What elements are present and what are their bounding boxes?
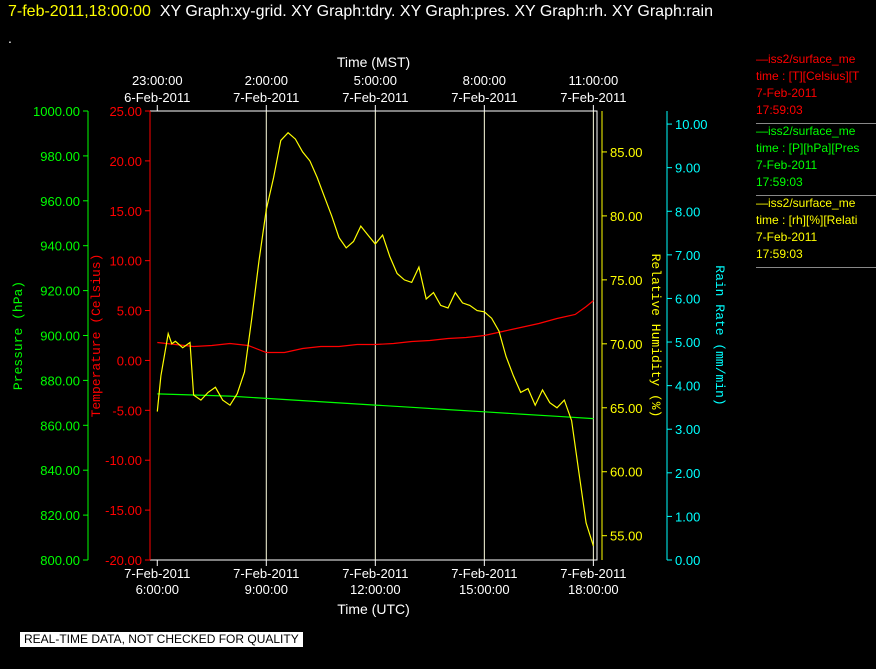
graph-title-bar: 7-feb-2011,18:00:00 XY Graph:xy-grid. XY…: [8, 3, 713, 21]
legend-field: time : [P][hPa][Pres: [756, 141, 860, 155]
legend-line: —iss2/surface_me: [756, 196, 856, 210]
pressure-tick-label: 960.00: [40, 194, 80, 209]
rain-tick-label: 4.00: [675, 379, 700, 394]
x-top-tick-label-date: 7-Feb-2011: [233, 90, 299, 105]
x-tick-label-date: 7-Feb-2011: [560, 566, 626, 581]
legend-entry-rh: —iss2/surface_me time : [rh][%][Relati 7…: [756, 195, 876, 268]
quality-notice: REAL-TIME DATA, NOT CHECKED FOR QUALITY: [20, 632, 303, 647]
legend-date: 7-Feb-2011: [756, 158, 818, 172]
x-tick-label-date: 7-Feb-2011: [124, 566, 190, 581]
legend-date: 7-Feb-2011: [756, 230, 818, 244]
temperature-tick-label: -5.00: [112, 403, 142, 418]
plot-frame: [149, 110, 598, 561]
graph-list: XY Graph:xy-grid. XY Graph:tdry. XY Grap…: [159, 3, 713, 20]
legend-line: —iss2/surface_me: [756, 52, 856, 66]
rain-tick-label: 7.00: [675, 248, 700, 263]
legend-time: 17:59:03: [756, 175, 803, 189]
pressure-tick-label: 840.00: [40, 463, 80, 478]
legend-time: 17:59:03: [756, 103, 803, 117]
x-tick-label-date: 7-Feb-2011: [233, 566, 299, 581]
legend-entry-pressure: —iss2/surface_me time : [P][hPa][Pres 7-…: [756, 123, 876, 196]
temperature-tick-label: 10.00: [109, 254, 142, 269]
series-line-rh: [156, 131, 594, 547]
legend-line: —iss2/surface_me: [756, 124, 856, 138]
temperature-tick-label: 15.00: [109, 204, 142, 219]
rain-tick-label: 3.00: [675, 422, 700, 437]
rain-tick-label: 8.00: [675, 204, 700, 219]
pressure-tick-label: 980.00: [40, 149, 80, 164]
x-axis-label-utc: Time (UTC): [337, 601, 410, 617]
temperature-tick-label: 5.00: [117, 304, 142, 319]
temperature-tick-label: -20.00: [105, 553, 142, 568]
x-top-tick-label-time: 11:00:00: [569, 73, 619, 88]
rh-tick-label: 65.00: [610, 401, 643, 416]
x-top-tick-label-date: 7-Feb-2011: [560, 90, 626, 105]
x-top-tick-label-date: 7-Feb-2011: [342, 90, 408, 105]
series-line-temperature: [157, 300, 594, 354]
x-top-tick-label-time: 5:00:00: [354, 73, 397, 88]
temperature-tick-label: 25.00: [109, 104, 142, 119]
x-tick-label-time: 12:00:00: [350, 582, 401, 597]
temperature-tick-label: 20.00: [109, 154, 142, 169]
temperature-tick-label: 0.00: [117, 353, 142, 368]
x-tick-label-time: 18:00:00: [568, 582, 619, 597]
rh-tick-label: 80.00: [610, 209, 643, 224]
legend-time: 17:59:03: [756, 247, 803, 261]
rain-tick-label: 1.00: [675, 509, 700, 524]
pressure-tick-label: 860.00: [40, 418, 80, 433]
temperature-tick-label: -15.00: [105, 503, 142, 518]
pressure-tick-label: 940.00: [40, 239, 80, 254]
pressure-tick-label: 800.00: [40, 553, 80, 568]
rain-tick-label: 0.00: [675, 553, 700, 568]
rain-tick-label: 10.00: [675, 117, 708, 132]
timestamp: 7-feb-2011,18:00:00: [8, 3, 151, 20]
rh-tick-label: 60.00: [610, 465, 643, 480]
x-tick-label-time: 6:00:00: [136, 582, 179, 597]
rh-tick-label: 70.00: [610, 337, 643, 352]
temperature-tick-label: -10.00: [105, 453, 142, 468]
pressure-tick-label: 1000.00: [33, 104, 80, 119]
rain-tick-label: 2.00: [675, 466, 700, 481]
pressure-tick-label: 880.00: [40, 373, 80, 388]
header-second-line: .: [8, 30, 12, 46]
series-line-pressure: [157, 393, 594, 420]
pressure-tick-label: 900.00: [40, 329, 80, 344]
x-top-tick-label-date: 6-Feb-2011: [124, 90, 190, 105]
rain-axis-label: Rain Rate (mm/min): [712, 265, 727, 405]
x-top-tick-label-time: 2:00:00: [245, 73, 288, 88]
legend-field: time : [T][Celsius][T: [756, 69, 860, 83]
x-tick-label-time: 15:00:00: [459, 582, 510, 597]
x-tick-label-time: 9:00:00: [245, 582, 288, 597]
x-top-tick-label-date: 7-Feb-2011: [451, 90, 517, 105]
legend-date: 7-Feb-2011: [756, 86, 818, 100]
legend-field: time : [rh][%][Relati: [756, 213, 858, 227]
pressure-tick-label: 920.00: [40, 284, 80, 299]
rh-axis-label: Relative Humidity (%): [648, 254, 663, 418]
x-top-tick-label-time: 8:00:00: [463, 73, 506, 88]
rh-tick-label: 75.00: [610, 273, 643, 288]
rain-tick-label: 6.00: [675, 291, 700, 306]
x-tick-label-date: 7-Feb-2011: [342, 566, 408, 581]
x-tick-label-date: 7-Feb-2011: [451, 566, 517, 581]
pressure-axis-label: Pressure (hPa): [11, 281, 26, 390]
rain-tick-label: 9.00: [675, 161, 700, 176]
x-top-tick-label-time: 23:00:00: [132, 73, 183, 88]
rh-tick-label: 55.00: [610, 529, 643, 544]
rain-tick-label: 5.00: [675, 335, 700, 350]
x-axis-label-mst: Time (MST): [337, 54, 410, 70]
legend-entry-temperature: —iss2/surface_me time : [T][Celsius][T 7…: [756, 51, 876, 124]
pressure-tick-label: 820.00: [40, 508, 80, 523]
rh-tick-label: 85.00: [610, 145, 643, 160]
temperature-axis-label: Temperature (Celsius): [89, 254, 104, 418]
